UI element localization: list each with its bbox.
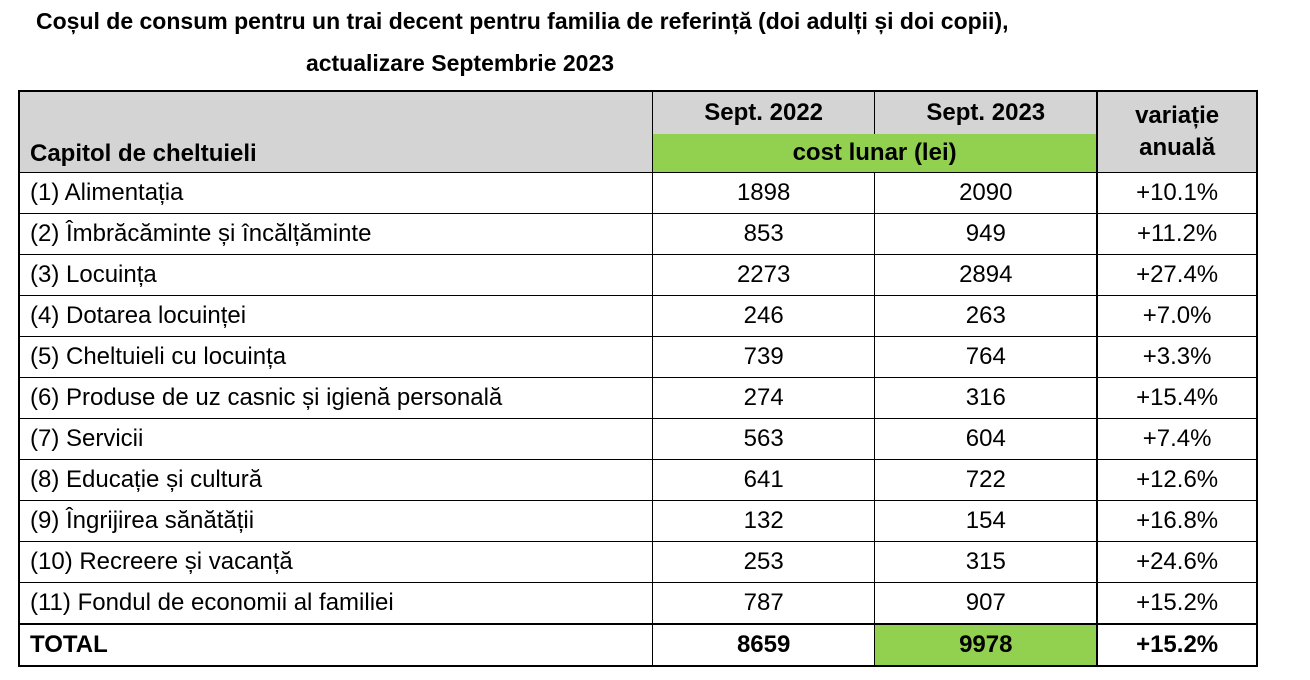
table-cell: +3.3% — [1096, 336, 1258, 378]
table-cell: +24.6% — [1096, 541, 1258, 583]
table-cell: +15.2% — [1096, 582, 1258, 625]
table-cell: 316 — [874, 377, 1098, 419]
table-cell: 722 — [874, 459, 1098, 501]
table-cell: 246 — [651, 295, 876, 337]
table-cell: 641 — [651, 459, 876, 501]
table-cell: 9978 — [874, 623, 1098, 667]
table-row: (2) Îmbrăcăminte și încălțăminte 853 949 +1… — [18, 213, 1258, 255]
table-row: (3) Locuința 2273 2894 +27.4% — [18, 254, 1258, 296]
table-cell: 2273 — [651, 254, 876, 296]
table-cell: 2894 — [874, 254, 1098, 296]
table-cell: +16.8% — [1096, 500, 1258, 542]
table-cell: (11) Fondul de economii al familiei — [18, 582, 653, 625]
column-header: Capitol de cheltuieli — [18, 91, 653, 173]
table-cell: (5) Cheltuieli cu locuința — [18, 336, 653, 378]
title: Coșul de consum pentru un trai decent pe… — [36, 8, 1009, 34]
table-cell: TOTAL — [18, 623, 653, 667]
title: actualizare Septembrie 2023 — [305, 50, 615, 76]
table-cell: 604 — [874, 418, 1098, 460]
total-row: TOTAL 8659 9978 +15.2% — [18, 623, 1258, 667]
table-cell: +27.4% — [1096, 254, 1258, 296]
table-row: (7) Servicii 563 604 +7.4% — [18, 418, 1258, 460]
table-cell: (8) Educație și cultură — [18, 459, 653, 501]
unit-header: cost lunar (lei) — [651, 134, 1098, 173]
table-cell: +15.2% — [1096, 623, 1258, 667]
table-row: (10) Recreere și vacanță 253 315 +24.6% — [18, 541, 1258, 583]
table-cell: 563 — [651, 418, 876, 460]
table-cell: 263 — [874, 295, 1098, 337]
table-cell: 253 — [651, 541, 876, 583]
table-row: (9) Îngrijirea sănătății 132 154 +16.8% — [18, 500, 1258, 542]
table-cell: 853 — [651, 213, 876, 255]
table: Capitol de cheltuieli Sept. 2022 Sept. 2… — [18, 90, 1258, 667]
table-cell: 907 — [874, 582, 1098, 625]
table-cell: (2) Îmbrăcăminte și încălțăminte — [18, 213, 653, 255]
table-cell: +15.4% — [1096, 377, 1258, 419]
table-row: (4) Dotarea locuinței 246 263 +7.0% — [18, 295, 1258, 337]
table-cell: 274 — [651, 377, 876, 419]
table-row: (8) Educație și cultură 641 722 +12.6% — [18, 459, 1258, 501]
table-cell: 8659 — [651, 623, 876, 667]
table-cell: 315 — [874, 541, 1098, 583]
table-cell: +7.4% — [1096, 418, 1258, 460]
table-cell: 739 — [651, 336, 876, 378]
table-cell: 949 — [874, 213, 1098, 255]
table-row: (1) Alimentația 1898 2090 +10.1% — [18, 172, 1258, 214]
table-cell: 787 — [651, 582, 876, 625]
table-cell: (7) Servicii — [18, 418, 653, 460]
table-cell: 154 — [874, 500, 1098, 542]
table-cell: 132 — [651, 500, 876, 542]
table-cell: +7.0% — [1096, 295, 1258, 337]
table-cell: 764 — [874, 336, 1098, 378]
table-row: (5) Cheltuieli cu locuința 739 764 +3.3% — [18, 336, 1258, 378]
table-cell: (3) Locuința — [18, 254, 653, 296]
column-header: Sept. 2023 — [874, 91, 1098, 134]
column-header: variație anuală — [1096, 91, 1258, 173]
table-cell: (6) Produse de uz casnic și igienă perso… — [18, 377, 653, 419]
table-row: (11) Fondul de economii al familiei 787 90… — [18, 582, 1258, 625]
table-body: (1) Alimentația 1898 2090 +10.1% (2) Îmbrăcă… — [18, 172, 1258, 667]
table-cell: 2090 — [874, 172, 1098, 214]
table-cell: (9) Îngrijirea sănătății — [18, 500, 653, 542]
table-cell: +11.2% — [1096, 213, 1258, 255]
column-header: Sept. 2022 — [651, 91, 876, 134]
table-cell: (10) Recreere și vacanță — [18, 541, 653, 583]
table-cell: (4) Dotarea locuinței — [18, 295, 653, 337]
table-cell: 1898 — [651, 172, 876, 214]
table-cell: (1) Alimentația — [18, 172, 653, 214]
table-row: (6) Produse de uz casnic și igienă perso… — [18, 377, 1258, 419]
table-cell: +10.1% — [1096, 172, 1258, 214]
table-cell: +12.6% — [1096, 459, 1258, 501]
